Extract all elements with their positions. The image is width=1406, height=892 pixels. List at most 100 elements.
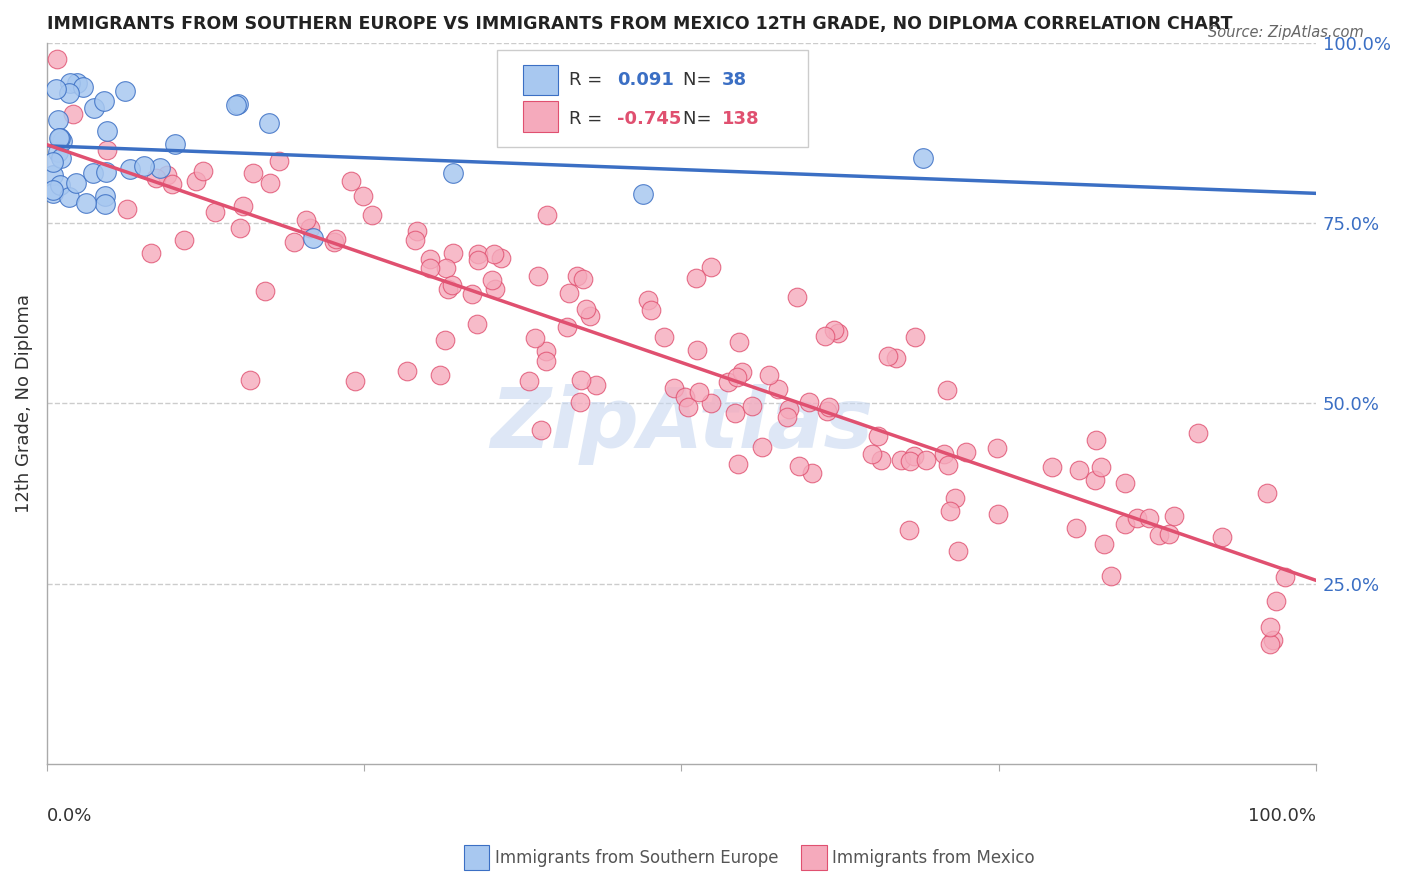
Point: [253, 285, 276, 299]
Text: N=: N=: [683, 71, 717, 89]
Point: [96, 124, 118, 138]
Text: N=: N=: [683, 110, 717, 128]
Point: [731, 365, 754, 379]
Point: [96, 143, 118, 157]
Point: [46, 145, 69, 159]
Point: [42, 183, 65, 197]
Point: [727, 457, 749, 471]
Point: [903, 449, 925, 463]
Point: [467, 247, 489, 261]
Point: [299, 221, 322, 235]
Point: [534, 344, 557, 359]
Point: [46, 112, 69, 127]
Point: [434, 260, 457, 275]
Point: [1261, 633, 1284, 648]
Point: [440, 278, 463, 293]
Point: [66, 76, 89, 90]
Text: R =: R =: [568, 110, 607, 128]
Text: IMMIGRANTS FROM SOUTHERN EUROPE VS IMMIGRANTS FROM MEXICO 12TH GRADE, NO DIPLOMA: IMMIGRANTS FROM SOUTHERN EUROPE VS IMMIG…: [46, 15, 1233, 33]
Point: [523, 331, 546, 345]
Point: [778, 401, 800, 416]
Point: [83, 101, 105, 115]
Point: [789, 459, 811, 474]
Text: Immigrants from Mexico: Immigrants from Mexico: [832, 849, 1035, 867]
Text: -0.745: -0.745: [617, 110, 681, 128]
Point: [652, 330, 675, 344]
Point: [160, 177, 183, 191]
Point: [519, 374, 541, 388]
Point: [45, 52, 67, 66]
FancyBboxPatch shape: [498, 50, 808, 147]
Point: [120, 162, 142, 177]
Point: [257, 116, 280, 130]
Point: [434, 333, 457, 347]
Point: [1163, 508, 1185, 523]
Point: [419, 261, 441, 276]
Point: [800, 467, 823, 481]
Point: [938, 458, 960, 472]
Point: [1265, 594, 1288, 608]
Point: [637, 293, 659, 308]
Point: [904, 330, 927, 344]
Point: [860, 447, 883, 461]
Point: [1274, 570, 1296, 584]
Point: [361, 208, 384, 222]
Point: [870, 453, 893, 467]
Point: [156, 168, 179, 182]
Point: [572, 272, 595, 286]
Point: [82, 166, 104, 180]
Point: [45, 82, 67, 96]
Point: [441, 245, 464, 260]
Point: [239, 373, 262, 387]
Point: [799, 395, 821, 409]
Text: 138: 138: [723, 110, 759, 128]
Point: [226, 96, 249, 111]
Point: [429, 368, 451, 382]
Point: [1069, 463, 1091, 477]
Text: 100.0%: 100.0%: [1249, 807, 1316, 825]
Point: [65, 176, 87, 190]
Point: [259, 176, 281, 190]
Point: [565, 269, 588, 284]
Point: [94, 189, 117, 203]
Point: [911, 151, 934, 165]
Point: [936, 383, 959, 397]
Point: [1211, 530, 1233, 544]
Point: [42, 186, 65, 200]
Point: [914, 453, 936, 467]
Point: [751, 441, 773, 455]
Point: [890, 453, 912, 467]
Point: [467, 317, 489, 331]
Point: [569, 395, 592, 409]
Text: ZipAtlas: ZipAtlas: [489, 384, 873, 466]
Point: [986, 442, 1008, 456]
Text: Immigrants from Southern Europe: Immigrants from Southern Europe: [495, 849, 779, 867]
Point: [204, 204, 226, 219]
Point: [1084, 473, 1107, 487]
Text: 0.0%: 0.0%: [46, 807, 93, 825]
Point: [225, 97, 247, 112]
Point: [534, 353, 557, 368]
Point: [482, 247, 505, 261]
Point: [436, 282, 458, 296]
Point: [776, 409, 799, 424]
Point: [955, 444, 977, 458]
Point: [267, 153, 290, 168]
Point: [676, 400, 699, 414]
Point: [75, 195, 97, 210]
Point: [467, 253, 489, 268]
Text: R =: R =: [568, 71, 607, 89]
Point: [145, 170, 167, 185]
Point: [186, 174, 208, 188]
Point: [945, 491, 967, 506]
Point: [48, 178, 70, 192]
Point: [877, 349, 900, 363]
Point: [93, 94, 115, 108]
Point: [481, 272, 503, 286]
Point: [786, 290, 808, 304]
Y-axis label: 12th Grade, No Diploma: 12th Grade, No Diploma: [15, 293, 32, 513]
Point: [42, 155, 65, 169]
Point: [987, 507, 1010, 521]
Point: [664, 381, 686, 395]
Point: [884, 351, 907, 366]
